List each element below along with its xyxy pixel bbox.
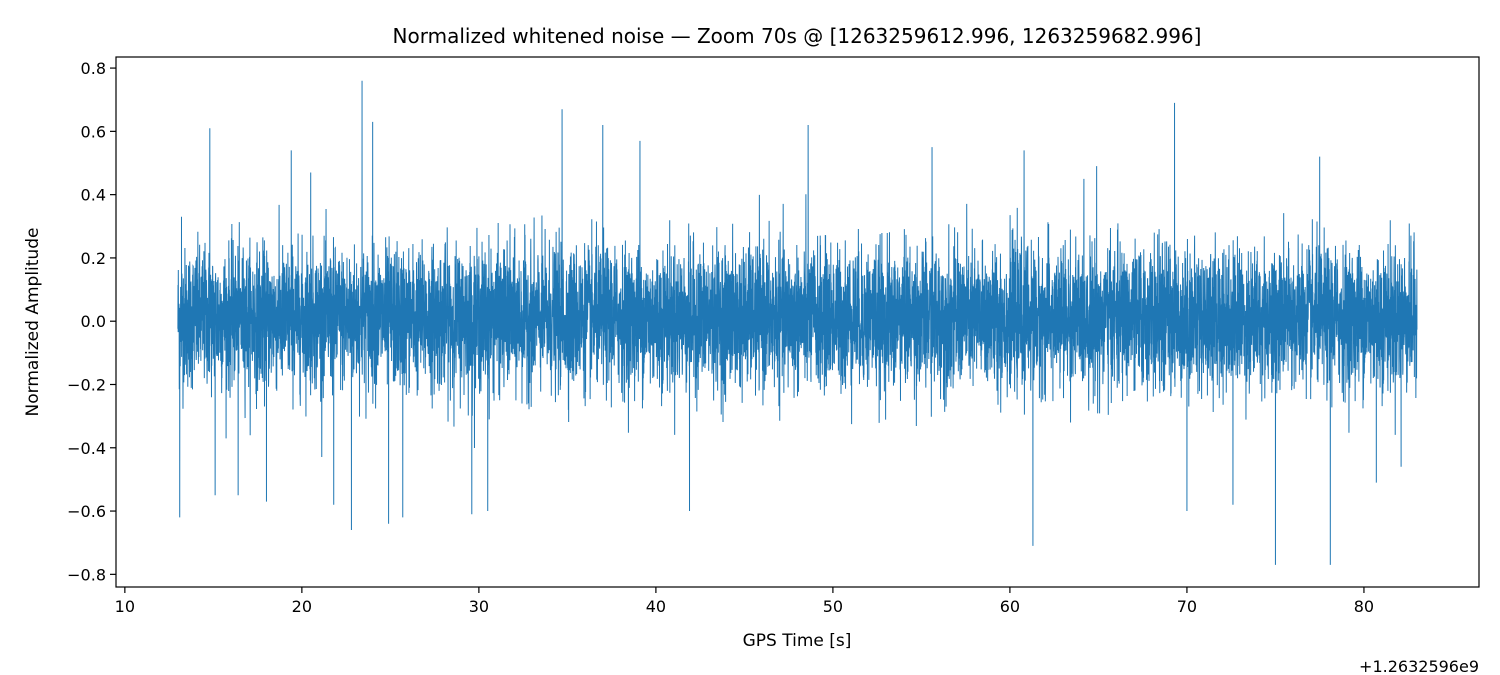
x-tick-label: 40 [646,597,666,616]
y-tick-label: 0.4 [81,186,106,205]
x-axis-label: GPS Time [s] [743,631,852,651]
x-tick-label: 30 [469,597,489,616]
y-tick-label: −0.6 [67,502,106,521]
x-tick-label: 10 [115,597,135,616]
x-axis: 10 20 30 40 50 60 70 80 [115,587,1374,616]
y-tick-label: 0.8 [81,59,106,78]
plot-area [177,80,1418,565]
x-tick-label: 60 [1000,597,1020,616]
y-tick-label: −0.4 [67,439,106,458]
x-tick-label: 70 [1177,597,1197,616]
y-tick-label: −0.8 [67,565,106,584]
y-tick-label: 0.6 [81,122,106,141]
plot-frame [115,56,1480,588]
y-tick-label: −0.2 [67,375,106,394]
y-axis-label: Normalized Amplitude [23,228,43,417]
x-tick-label: 80 [1354,597,1374,616]
x-axis-offset-label: +1.2632596e9 [1359,657,1479,675]
series-line [177,80,1418,565]
y-tick-label: 0.2 [81,249,106,268]
x-tick-label: 50 [823,597,843,616]
x-tick-label: 20 [292,597,312,616]
chart-title: Normalized whitened noise — Zoom 70s @ [… [393,24,1202,48]
y-tick-label: 0.0 [81,312,106,331]
y-axis: −0.8 −0.6 −0.4 −0.2 0.0 0.2 0.4 0.6 0.8 [67,59,116,584]
